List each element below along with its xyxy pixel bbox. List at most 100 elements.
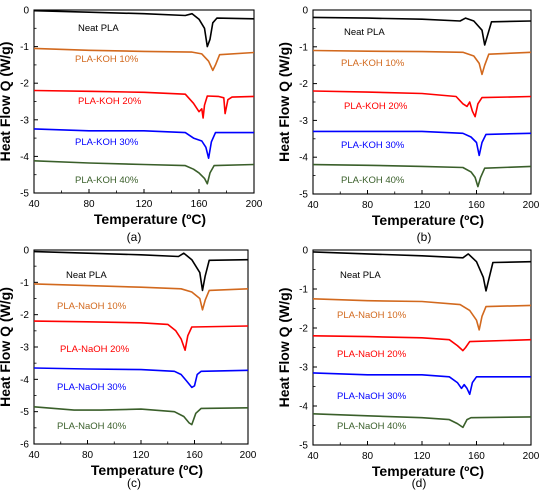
y-tick-label: -4 xyxy=(299,402,308,413)
series-line-3 xyxy=(312,335,532,352)
chart-panel-3: 40 80 120 160 200 0 -1 -2 -3 -4 -5 -6 Temperature (º… xyxy=(0,246,257,491)
chart-panel-4: 40 80 120 160 200 0 -1 -2 -3 -4 -5 Temperature (ºC)… xyxy=(276,246,540,491)
y-tick-label: -5 xyxy=(299,190,308,201)
y-tick-label: -2 xyxy=(299,79,308,90)
x-axis-title: Temperature (ºC) xyxy=(372,212,484,228)
y-tick-label: 0 xyxy=(302,246,308,257)
x-tick-label: 200 xyxy=(523,200,540,211)
y-tick-label: 0 xyxy=(23,6,29,17)
series-label-5: PLA-KOH 40% xyxy=(341,175,405,186)
series-line-4 xyxy=(33,128,254,159)
panel-caption: (c) xyxy=(127,476,141,490)
series-label-3: PLA-NaOH 20% xyxy=(60,344,130,355)
chart-panel-2: 40 80 120 160 200 0 -1 -2 -3 -4 -5 Temperature (ºC)… xyxy=(276,6,540,245)
chart-panel-1: 40 80 120 160 200 0 -1 -2 -3 -4 -5 Temperature (ºC)… xyxy=(0,6,263,245)
x-axis-title: Temperature (ºC) xyxy=(94,211,206,227)
series-label-1: Neat PLA xyxy=(78,23,119,34)
x-tick-label: 160 xyxy=(191,199,208,210)
series-line-5 xyxy=(312,163,532,188)
series-line-4 xyxy=(33,367,249,389)
series-label-2: PLA-NaOH 10% xyxy=(57,301,127,312)
x-tick-label: 120 xyxy=(136,199,153,210)
x-tick-label: 120 xyxy=(414,451,431,462)
y-tick-label: -5 xyxy=(20,407,29,418)
series-line-1 xyxy=(312,16,532,46)
series-label-1: Neat PLA xyxy=(344,27,385,38)
x-tick-label: 40 xyxy=(28,199,40,210)
y-tick-label: -3 xyxy=(20,343,29,354)
series-label-5: PLA-NaOH 40% xyxy=(57,421,127,432)
series-label-4: PLA-NaOH 30% xyxy=(337,391,407,402)
series-line-2 xyxy=(312,49,532,76)
series-label-4: PLA-NaOH 30% xyxy=(57,382,127,393)
y-tick-label: -3 xyxy=(299,363,308,374)
series-line-1 xyxy=(33,250,249,292)
x-tick-label: 200 xyxy=(523,451,540,462)
series-label-1: Neat PLA xyxy=(66,270,107,281)
series-line-4 xyxy=(312,372,531,396)
x-axis-title: Temperature (ºC) xyxy=(372,463,484,479)
y-tick-label: -3 xyxy=(299,116,308,127)
series-line-4 xyxy=(313,130,532,157)
y-tick-label: -6 xyxy=(20,440,29,451)
series-label-1: Neat PLA xyxy=(340,270,381,281)
series-line-2 xyxy=(312,298,532,331)
series-label-2: PLA-KOH 10% xyxy=(75,54,139,65)
x-tick-label: 40 xyxy=(28,450,40,461)
series-line-5 xyxy=(33,406,249,426)
panel-caption: (d) xyxy=(412,476,427,490)
series-label-2: PLA-KOH 10% xyxy=(341,58,405,69)
x-tick-label: 40 xyxy=(307,200,319,211)
series-line-1 xyxy=(33,9,255,48)
series-line-3 xyxy=(312,90,532,118)
x-tick-label: 40 xyxy=(307,451,319,462)
y-tick-label: -1 xyxy=(299,285,308,296)
series-line-2 xyxy=(33,47,255,72)
x-tick-label: 160 xyxy=(468,200,485,211)
series-label-4: PLA-KOH 30% xyxy=(341,140,405,151)
x-tick-label: 120 xyxy=(414,200,431,211)
y-tick-label: -3 xyxy=(20,115,29,126)
y-tick-label: 0 xyxy=(302,6,308,17)
y-axis-title: Heat Flow Q (W/g) xyxy=(0,287,13,407)
x-tick-label: 120 xyxy=(133,450,150,461)
series-label-3: PLA-KOH 20% xyxy=(344,101,408,112)
series-line-3 xyxy=(33,320,249,351)
series-label-4: PLA-KOH 30% xyxy=(75,137,139,148)
y-axis-title: Heat Flow Q (W/g) xyxy=(0,42,13,162)
series-line-1 xyxy=(312,251,532,292)
x-tick-label: 200 xyxy=(240,450,257,461)
series-label-5: PLA-KOH 40% xyxy=(75,175,139,186)
series-label-2: PLA-NaOH 10% xyxy=(337,310,407,321)
x-tick-label: 80 xyxy=(362,200,374,211)
y-axis-title: Heat Flow Q (W/g) xyxy=(276,288,292,408)
series-line-5 xyxy=(312,413,532,429)
y-tick-label: -2 xyxy=(20,310,29,321)
y-tick-label: -5 xyxy=(20,189,29,200)
series-line-2 xyxy=(33,283,249,311)
panel-caption: (b) xyxy=(417,230,432,244)
x-tick-label: 160 xyxy=(468,451,485,462)
y-tick-label: -1 xyxy=(20,42,29,53)
y-tick-label: -5 xyxy=(299,441,308,452)
series-line-3 xyxy=(33,89,255,119)
series-label-5: PLA-NaOH 40% xyxy=(337,421,407,432)
x-tick-label: 160 xyxy=(186,450,203,461)
x-tick-label: 80 xyxy=(82,450,94,461)
y-tick-label: -4 xyxy=(20,152,29,163)
y-axis-title: Heat Flow Q (W/g) xyxy=(276,42,292,162)
y-tick-label: 0 xyxy=(23,246,29,257)
x-tick-label: 80 xyxy=(83,199,95,210)
x-axis-title: Temperature (ºC) xyxy=(91,462,203,478)
y-tick-label: -1 xyxy=(20,278,29,289)
y-tick-label: -4 xyxy=(299,153,308,164)
series-line-5 xyxy=(33,160,255,185)
y-tick-label: -2 xyxy=(299,324,308,335)
x-tick-label: 80 xyxy=(362,451,374,462)
y-tick-label: -2 xyxy=(20,79,29,90)
panel-caption: (a) xyxy=(127,230,142,244)
series-label-3: PLA-KOH 20% xyxy=(78,96,142,107)
y-tick-label: -4 xyxy=(20,375,29,386)
series-label-3: PLA-NaOH 20% xyxy=(337,349,407,360)
